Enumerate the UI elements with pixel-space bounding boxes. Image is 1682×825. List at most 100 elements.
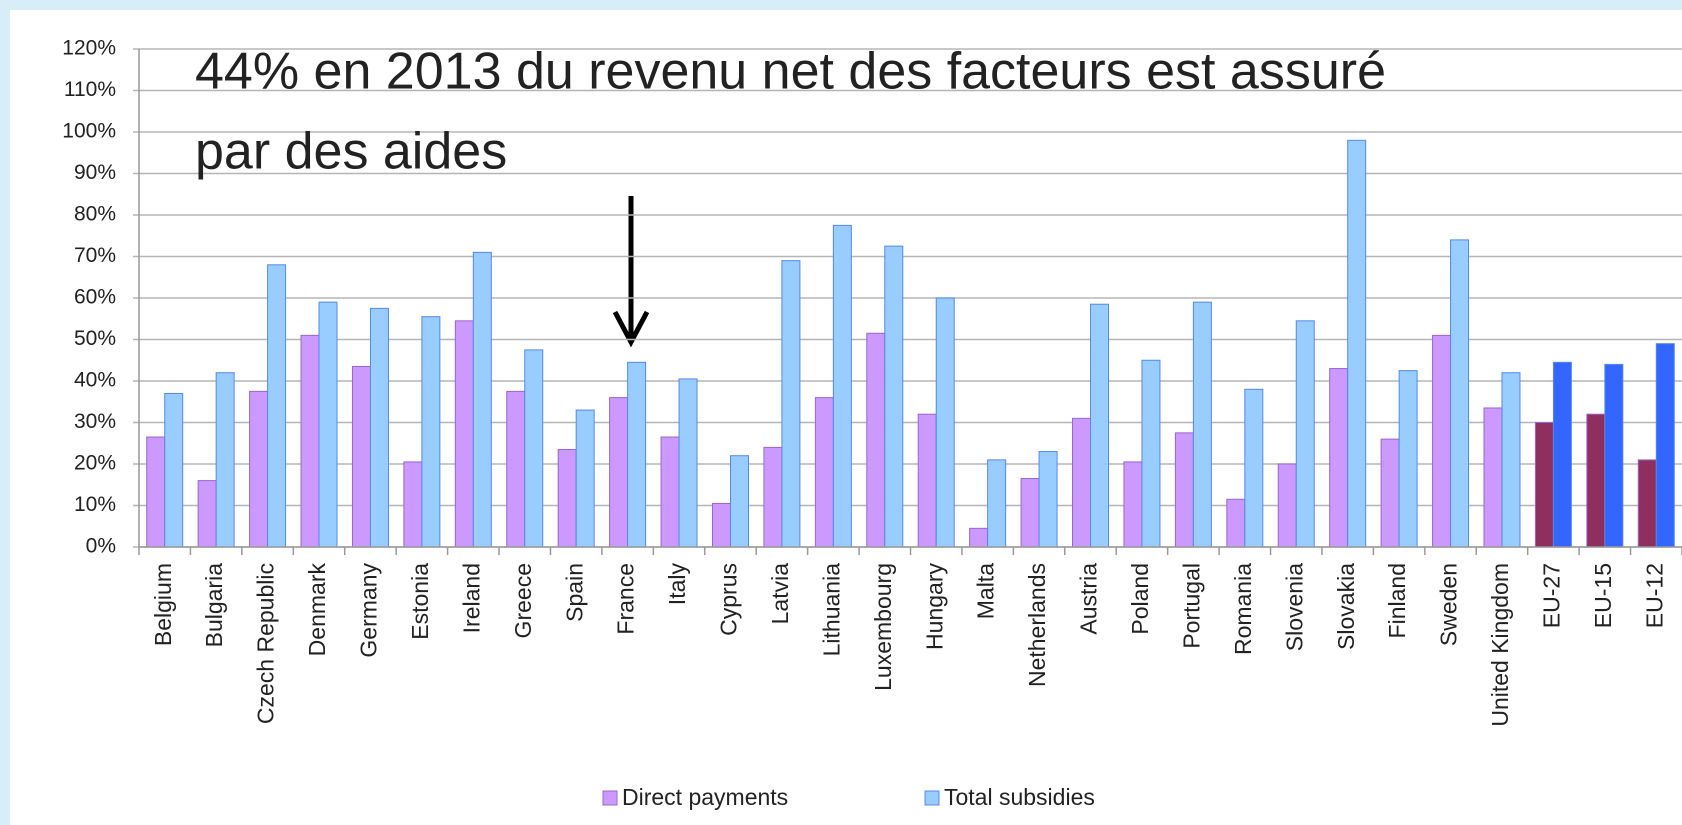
x-tick-label: Greece [510, 563, 536, 638]
bar [1020, 478, 1040, 548]
x-tick-label: Ireland [458, 563, 484, 633]
y-tick-label: 60% [74, 286, 116, 309]
x-tick-label: Portugal [1178, 563, 1204, 649]
x-tick-label: Romania [1230, 563, 1256, 655]
annotation: par des aides [195, 123, 507, 181]
x-tick-label: Belgium [150, 563, 176, 646]
bar [1090, 303, 1110, 548]
bar [866, 332, 886, 548]
bar [660, 436, 680, 548]
bar [884, 245, 904, 548]
bar [557, 448, 577, 548]
bar [763, 446, 783, 548]
x-tick-label: Slovenia [1281, 563, 1307, 651]
y-tick-label: 10% [74, 493, 116, 516]
bar [781, 260, 801, 548]
bar [1347, 139, 1367, 548]
bar [146, 436, 166, 548]
y-tick-label: 0% [86, 535, 116, 558]
x-tick-label: Slovakia [1333, 563, 1359, 650]
bar [369, 307, 389, 548]
legend-label: Direct payments [622, 784, 788, 810]
bar [403, 461, 423, 548]
bar [1637, 459, 1657, 548]
bar [678, 378, 698, 548]
bar [215, 372, 235, 548]
bar [1123, 461, 1143, 548]
x-tick-label: Latvia [767, 563, 793, 625]
bar [1501, 372, 1521, 548]
bar [472, 251, 492, 548]
y-tick-label: 20% [74, 452, 116, 475]
bar [1174, 432, 1194, 548]
bar [1038, 451, 1058, 548]
x-tick-label: Finland [1384, 563, 1410, 638]
bar [1398, 370, 1418, 548]
bar [1432, 334, 1452, 548]
bar [814, 397, 834, 548]
bar [300, 334, 320, 548]
x-tick-label: Denmark [304, 563, 330, 657]
y-tick-label: 30% [74, 410, 116, 433]
x-tick-label: Sweden [1436, 563, 1462, 646]
bar [506, 390, 526, 548]
bar [1380, 438, 1400, 548]
bar [1192, 301, 1212, 548]
y-tick-label: 120% [62, 37, 116, 60]
x-tick-label: Poland [1127, 563, 1153, 635]
y-tick-label: 110% [64, 78, 116, 101]
bar [1604, 363, 1624, 548]
bar [267, 264, 287, 548]
bar [832, 224, 852, 548]
bar [164, 392, 184, 548]
legend-swatch [602, 790, 618, 806]
bar [627, 361, 647, 548]
bar [421, 316, 441, 548]
bar [609, 397, 629, 548]
y-tick-label: 100% [62, 120, 116, 143]
bar [917, 413, 937, 548]
y-tick-label: 70% [74, 244, 116, 267]
x-tick-label: Lithuania [818, 563, 844, 657]
legend-swatch [924, 790, 940, 806]
x-tick-label: Estonia [407, 563, 433, 640]
y-tick-label: 80% [74, 203, 116, 226]
x-tick-label: France [613, 563, 639, 635]
bar [729, 455, 749, 548]
bar [1072, 417, 1092, 548]
x-tick-label: Malta [973, 563, 999, 619]
bar [197, 480, 217, 548]
bar [935, 297, 955, 548]
y-tick-label: 40% [74, 369, 116, 392]
x-tick-label: EU-27 [1538, 563, 1564, 628]
bar [987, 459, 1007, 548]
bar [1586, 413, 1606, 548]
x-tick-label: Czech Republic [253, 563, 279, 724]
x-tick-label: EU-15 [1590, 563, 1616, 628]
bar [1277, 463, 1297, 548]
bar [524, 349, 544, 548]
x-tick-label: EU-12 [1641, 563, 1667, 628]
x-tick-label: Spain [561, 563, 587, 622]
x-tick-label: Germany [356, 563, 382, 658]
x-tick-label: Austria [1076, 563, 1102, 635]
bar [1329, 368, 1349, 548]
legend-label: Total subsidies [944, 784, 1095, 810]
x-tick-label: Bulgaria [201, 563, 227, 648]
x-tick-label: Italy [664, 563, 690, 606]
bar [1244, 388, 1264, 548]
x-tick-label: Hungary [921, 563, 947, 650]
bar [1534, 422, 1554, 548]
bar [1552, 361, 1572, 548]
bar [711, 502, 731, 548]
x-tick-label: Luxembourg [870, 563, 896, 691]
x-tick-label: Cyprus [716, 563, 742, 636]
bar [1655, 343, 1675, 548]
x-tick-label: United Kingdom [1487, 563, 1513, 727]
bar [1226, 498, 1246, 548]
bar [575, 409, 595, 548]
bar [1450, 239, 1470, 548]
x-tick-label: Netherlands [1024, 563, 1050, 687]
